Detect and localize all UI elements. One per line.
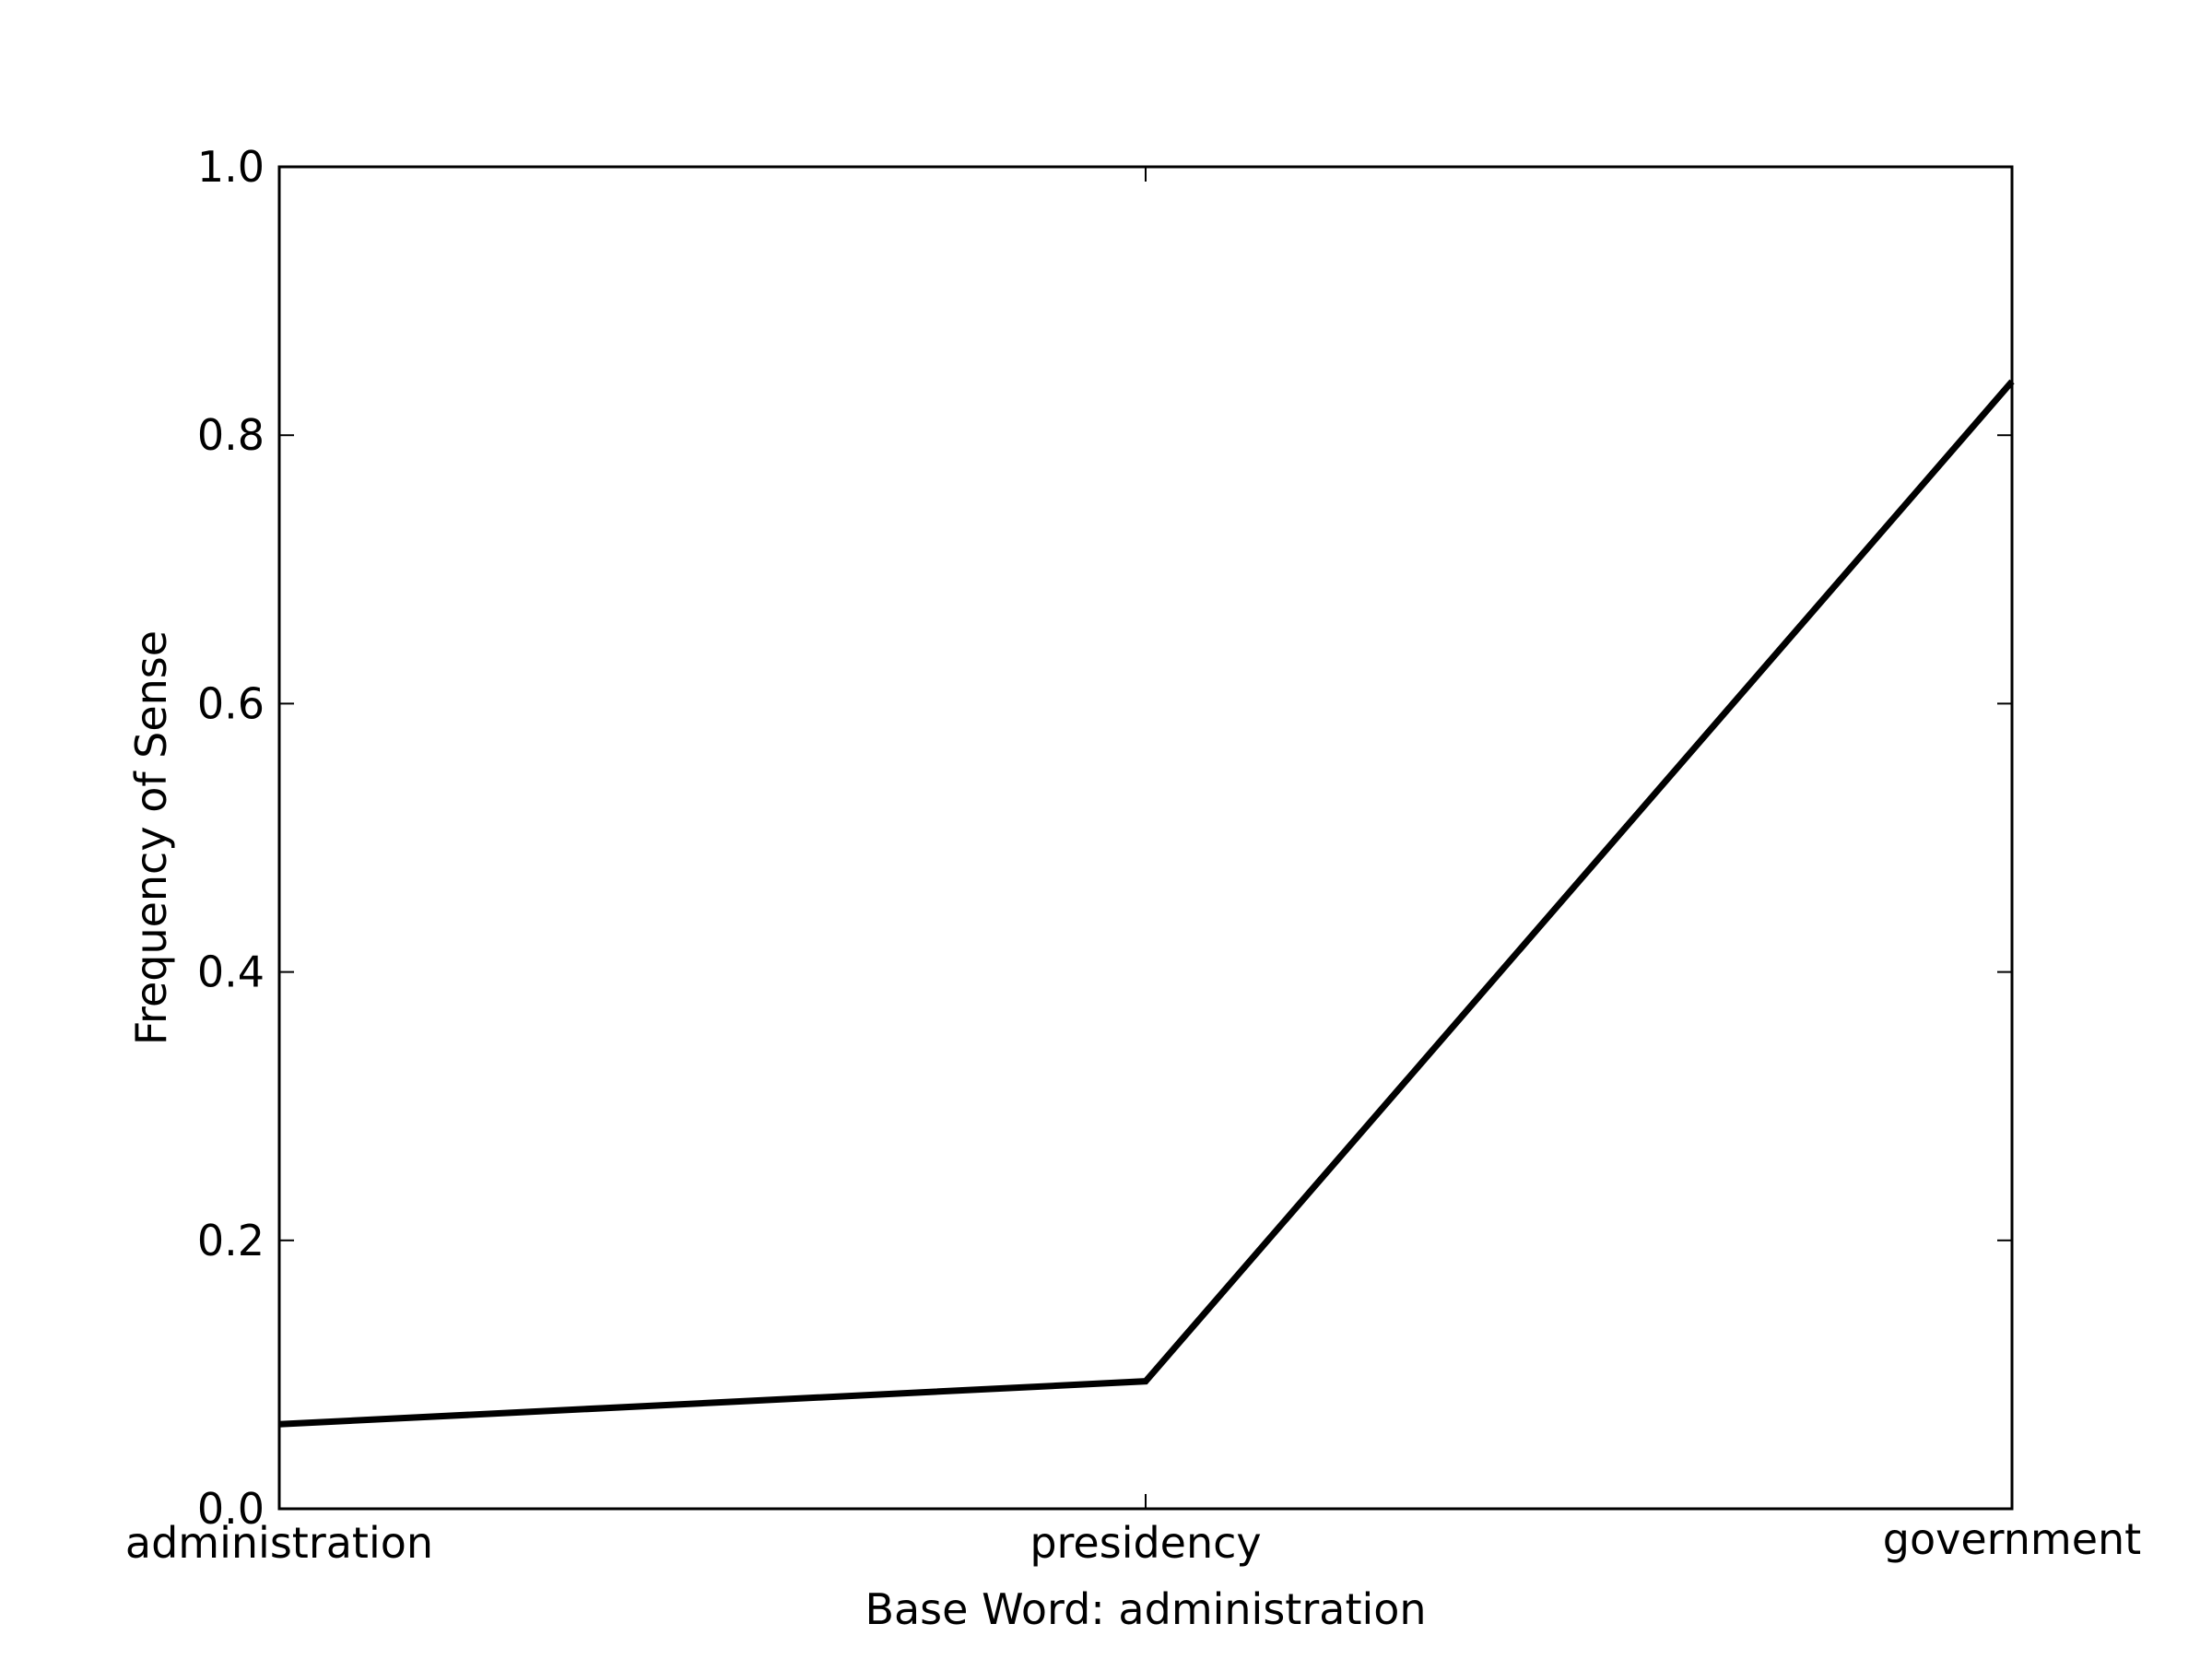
x-axis-label: Base Word: administration (865, 1584, 1426, 1634)
plot-frame (277, 165, 2014, 1511)
y-axis-label: Frequency of Sense (126, 630, 176, 1045)
y-tick-label: 0.4 (197, 947, 265, 997)
series-layer (278, 379, 2015, 1428)
y-tick-labels: 0.0 0.2 0.4 0.6 0.8 1.0 (197, 142, 265, 1534)
y-tick-label: 0.2 (197, 1216, 265, 1265)
x-tick-label: presidency (1030, 1518, 1261, 1568)
x-tick-label: administration (125, 1518, 433, 1568)
x-tick-labels: administration presidency government (125, 1514, 2141, 1568)
y-tick-label: 0.8 (197, 410, 265, 460)
y-tick-label: 1.0 (197, 142, 265, 192)
x-tick-label: government (1883, 1514, 2141, 1564)
y-tick-label: 0.0 (197, 1484, 265, 1534)
ticks (278, 166, 2013, 1510)
series-line (278, 379, 2015, 1428)
y-tick-label: 0.6 (197, 678, 265, 728)
